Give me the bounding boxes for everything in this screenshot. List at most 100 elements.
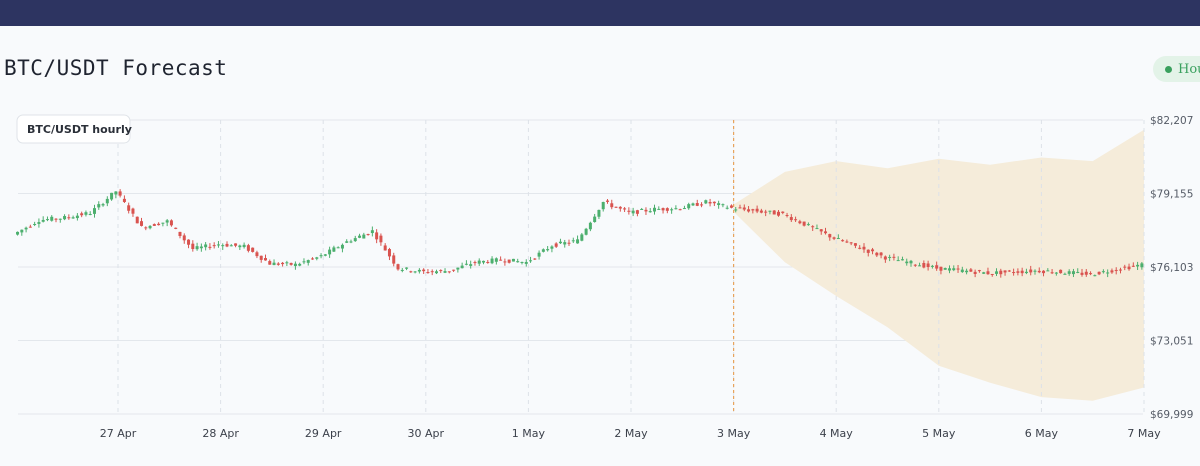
candle-body: [1042, 270, 1046, 274]
y-tick-label: $69,999: [1150, 409, 1193, 421]
candle-body: [204, 244, 208, 248]
candle-body: [1063, 273, 1067, 275]
candle-body: [618, 206, 622, 209]
candle-body: [362, 234, 366, 239]
candle-body: [866, 249, 870, 253]
y-tick-label: $82,207: [1150, 115, 1193, 127]
candle-body: [216, 244, 220, 246]
candle-body: [447, 271, 451, 273]
candle-body: [537, 252, 541, 257]
candle-body: [383, 245, 387, 251]
candle-body: [293, 263, 297, 267]
candle-body: [896, 260, 900, 262]
candle-body: [80, 213, 84, 216]
chart-legend: BTC/USDT hourly: [16, 114, 132, 144]
candle-body: [918, 265, 922, 267]
candle-body: [653, 207, 657, 212]
candle-body: [494, 258, 498, 262]
candle-body: [1016, 271, 1020, 273]
candle-body: [63, 216, 67, 220]
candle-body: [905, 261, 909, 264]
candle-body: [977, 270, 981, 272]
candle-body: [1123, 266, 1127, 268]
candle-body: [888, 256, 892, 258]
candle-body: [499, 259, 503, 261]
candle-body: [67, 217, 71, 219]
candle-body: [212, 245, 216, 247]
candle-body: [289, 262, 293, 265]
candle-body: [315, 257, 319, 259]
candle-body: [811, 226, 815, 228]
candle-body: [503, 261, 507, 263]
candle-body: [144, 227, 148, 229]
candle-body: [776, 211, 780, 216]
candle-body: [1029, 269, 1033, 273]
candle-body: [862, 246, 866, 250]
status-dot-icon: [1165, 65, 1172, 73]
candle-body: [828, 234, 832, 238]
y-tick-label: $76,103: [1150, 262, 1193, 274]
candle-body: [101, 204, 105, 206]
candle-body: [1059, 269, 1063, 274]
candle-body: [1007, 270, 1011, 272]
candle-body: [272, 262, 276, 266]
candle-body: [879, 252, 883, 256]
candle-body: [285, 262, 289, 264]
candle-body: [849, 242, 853, 244]
candle-body: [208, 246, 212, 248]
legend-label: BTC/USDT hourly: [27, 123, 132, 136]
x-tick-label: 3 May: [717, 427, 751, 440]
candle-body: [1097, 271, 1101, 275]
candle-body: [1106, 272, 1110, 274]
interval-badge[interactable]: Hourly: [1153, 56, 1200, 82]
candle-body: [340, 244, 344, 249]
candle-body: [1089, 273, 1093, 275]
candle-body: [640, 208, 644, 210]
candle-body: [41, 219, 45, 222]
candle-body: [588, 222, 592, 230]
candle-body: [853, 243, 857, 246]
candle-body: [375, 232, 379, 240]
candle-body: [708, 202, 712, 204]
candle-body: [593, 216, 597, 223]
candle-body: [965, 270, 969, 273]
candle-body: [332, 247, 336, 252]
candle-body: [721, 204, 725, 206]
candle-body: [700, 204, 704, 206]
candle-body: [20, 229, 24, 233]
top-navigation-bar: [0, 0, 1200, 26]
candle-body: [682, 208, 686, 210]
candle-body: [1110, 270, 1114, 273]
candle-body: [1080, 272, 1084, 275]
candle-body: [439, 270, 443, 272]
candle-body: [764, 211, 768, 213]
candle-body: [182, 235, 186, 241]
candle-body: [712, 201, 716, 204]
candle-body: [140, 221, 144, 226]
candle-body: [353, 238, 357, 242]
candle-body: [469, 264, 473, 266]
candle-body: [1127, 266, 1131, 270]
candle-body: [1046, 270, 1050, 272]
candle-body: [54, 218, 58, 220]
candle-body: [379, 235, 383, 243]
candle-body: [644, 209, 648, 212]
candle-body: [546, 249, 550, 251]
candle-body: [1118, 269, 1122, 271]
candle-body: [939, 266, 943, 271]
candle-body: [187, 239, 191, 245]
candle-body: [704, 200, 708, 204]
candle-body: [422, 269, 426, 272]
candle-body: [229, 245, 233, 247]
candle-body: [871, 249, 875, 252]
candle-body: [507, 259, 511, 263]
candle-body: [674, 208, 678, 210]
candle-body: [819, 229, 823, 232]
candle-body: [392, 255, 396, 264]
candle-body: [443, 271, 447, 273]
candle-body: [251, 247, 255, 252]
candle-body: [926, 263, 930, 268]
candle-body: [836, 238, 840, 240]
candle-body: [199, 246, 203, 249]
candle-body: [221, 245, 225, 247]
